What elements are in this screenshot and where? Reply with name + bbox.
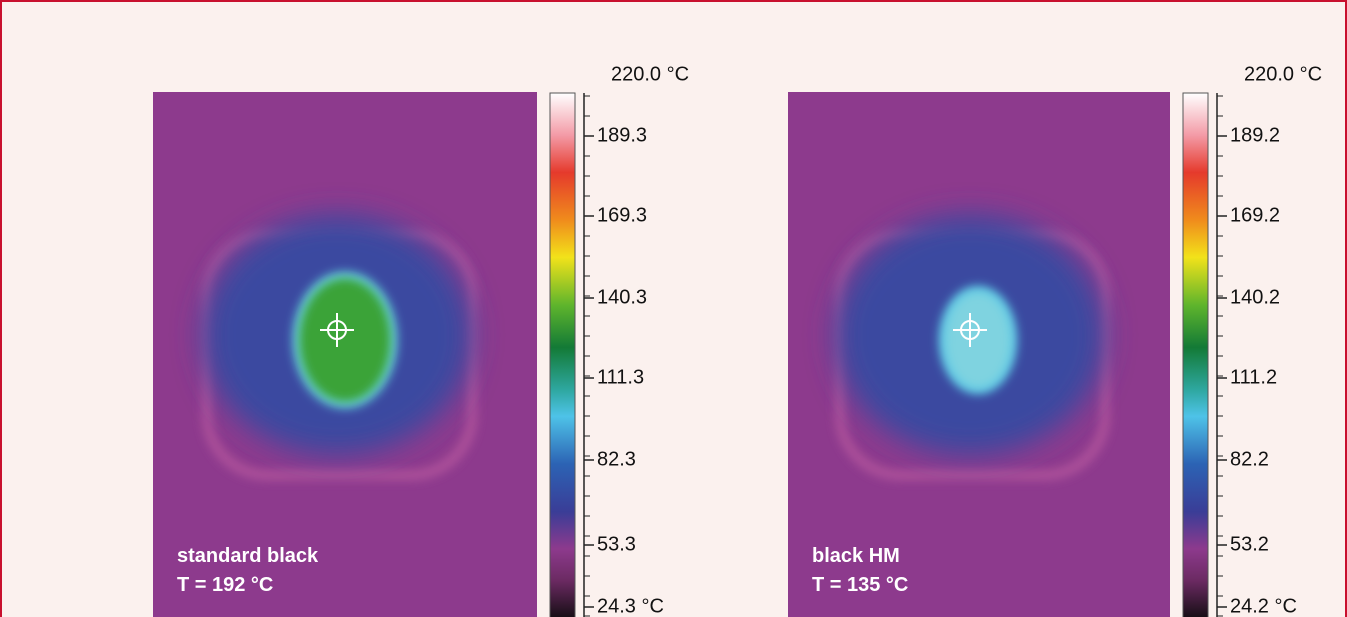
- hot-spot: [945, 292, 1011, 388]
- scale-tick-label: 53.3: [597, 533, 636, 555]
- scale-tick-label: 189.2: [1230, 124, 1280, 146]
- thermal-image: [153, 92, 537, 617]
- figure: standard black T = 192 °C 220.0 °C 189.3 169…: [0, 0, 1347, 617]
- scale-tick-label: 82.2: [1230, 448, 1269, 470]
- scale-tick-label: 111.2: [1230, 366, 1277, 388]
- hot-spot: [299, 278, 391, 402]
- scale-tick-label: 53.2: [1230, 533, 1269, 555]
- panel-label: T = 135 °C: [812, 574, 908, 596]
- scale-tick-label: 140.3: [597, 286, 647, 308]
- scale-tick-label: 24.2 °C: [1230, 595, 1297, 617]
- color-bar: [550, 93, 575, 617]
- scale-max: 220.0 °C: [1244, 63, 1322, 85]
- panel-label: standard black: [177, 545, 319, 567]
- panel-label: black HM: [812, 545, 900, 567]
- thermal-image: [788, 92, 1170, 617]
- scale-tick-label: 169.3: [597, 204, 647, 226]
- scale-tick-label: 189.3: [597, 124, 647, 146]
- scale-tick-label: 111.3: [597, 366, 644, 388]
- scale-tick-label: 140.2: [1230, 286, 1280, 308]
- scale-max: 220.0 °C: [611, 63, 689, 85]
- scale-tick-label: 24.3 °C: [597, 595, 664, 617]
- image-content: [153, 92, 537, 617]
- image-content: [788, 92, 1170, 617]
- scale-tick-label: 82.3: [597, 448, 636, 470]
- scale-tick-label: 169.2: [1230, 204, 1280, 226]
- color-bar: [1183, 93, 1208, 617]
- panel-label: T = 192 °C: [177, 574, 273, 596]
